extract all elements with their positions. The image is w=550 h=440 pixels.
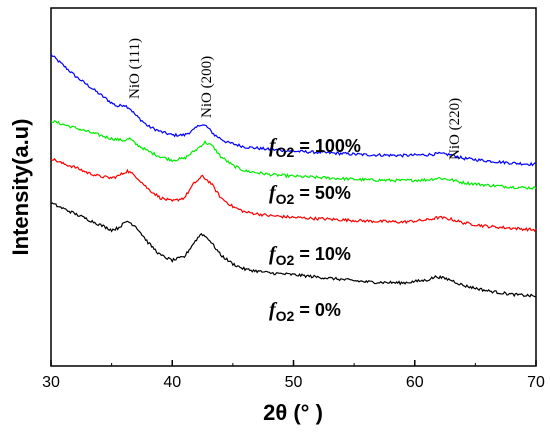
series-layer xyxy=(50,53,537,298)
x-tick-label: 30 xyxy=(42,374,60,391)
x-tick-label: 50 xyxy=(285,374,303,391)
series-line-100 xyxy=(50,53,537,167)
series-label-10: fO2 = 10% xyxy=(269,243,351,268)
y-axis-title: Intensity(a.u) xyxy=(8,119,33,256)
series-line-0 xyxy=(50,202,537,298)
series-line-50 xyxy=(50,119,537,190)
x-tick-label: 60 xyxy=(406,374,424,391)
series-label-100: fO2 = 100% xyxy=(269,135,361,160)
peak-label-220: NiO (220) xyxy=(447,98,463,160)
x-ticks: 30 40 50 60 70 xyxy=(42,360,545,391)
peak-label-200: NiO (200) xyxy=(199,56,215,118)
series-label-0: fO2 = 0% xyxy=(269,299,341,324)
x-tick-label: 40 xyxy=(163,374,181,391)
series-label-50: fO2 = 50% xyxy=(269,182,351,207)
x-tick-label: 70 xyxy=(527,374,545,391)
series-line-10 xyxy=(50,157,537,233)
peak-label-111: NiO (111) xyxy=(127,38,143,99)
x-axis-title: 2θ (° ) xyxy=(263,400,323,425)
